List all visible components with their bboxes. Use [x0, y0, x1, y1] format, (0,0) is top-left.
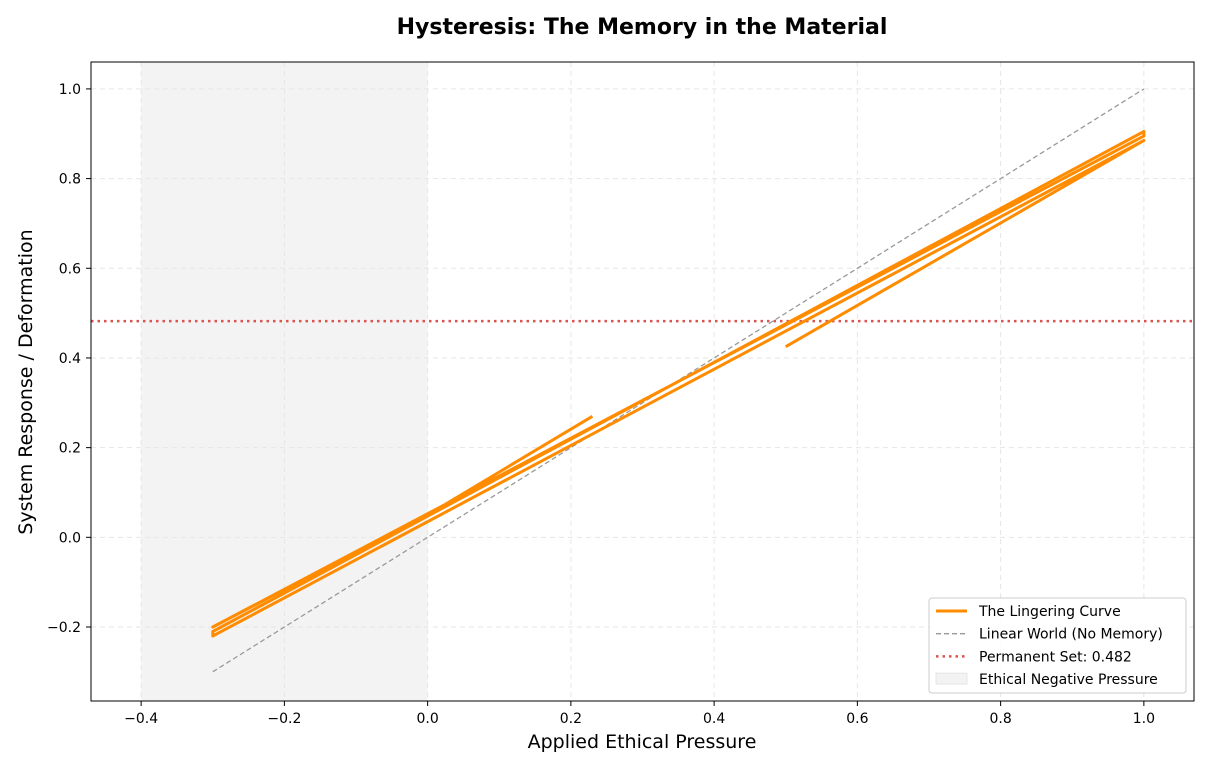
y-tick-label: 1.0 [59, 82, 81, 98]
y-gridlines [91, 88, 1194, 628]
y-tick-label: 0.4 [59, 351, 81, 367]
y-tick-label: 0.2 [59, 441, 81, 457]
x-axis-label: Applied Ethical Pressure [528, 731, 757, 753]
y-tick-label: −0.2 [47, 620, 81, 636]
x-tick-label: −0.2 [267, 711, 301, 727]
chart-title: Hysteresis: The Memory in the Material [397, 15, 888, 40]
legend-swatch-patch [935, 672, 968, 685]
y-axis-ticks: −0.2 0.0 0.2 0.4 0.6 0.8 1.0 [47, 82, 91, 636]
x-tick-label: 0.4 [703, 711, 725, 727]
plot-frame [90, 61, 1195, 702]
legend-box [928, 597, 1187, 694]
legend-label: Linear World (No Memory) [979, 627, 1163, 643]
x-tick-label: 0.2 [560, 711, 582, 727]
legend-label: The Lingering Curve [978, 604, 1121, 620]
x-tick-label: 0.6 [846, 711, 868, 727]
x-tick-label: 0.8 [989, 711, 1011, 727]
y-axis-label: System Response / Deformation [15, 229, 37, 534]
legend: The Lingering Curve Linear World (No Memo… [928, 597, 1187, 694]
x-tick-label: 1.0 [1133, 711, 1155, 727]
x-gridlines [140, 62, 1145, 701]
legend-label: Permanent Set: 0.482 [979, 649, 1132, 665]
y-tick-label: 0.8 [59, 172, 81, 188]
x-axis-ticks: −0.4 −0.2 0.0 0.2 0.4 0.6 0.8 1.0 [124, 701, 1155, 727]
y-tick-label: 0.0 [59, 530, 81, 546]
y-tick-label: 0.6 [59, 261, 81, 277]
linear-world-line [212, 88, 1145, 673]
x-tick-label: 0.0 [416, 711, 438, 727]
lingering-curve [211, 130, 1146, 638]
legend-label: Ethical Negative Pressure [979, 672, 1158, 688]
x-tick-label: −0.4 [124, 711, 158, 727]
